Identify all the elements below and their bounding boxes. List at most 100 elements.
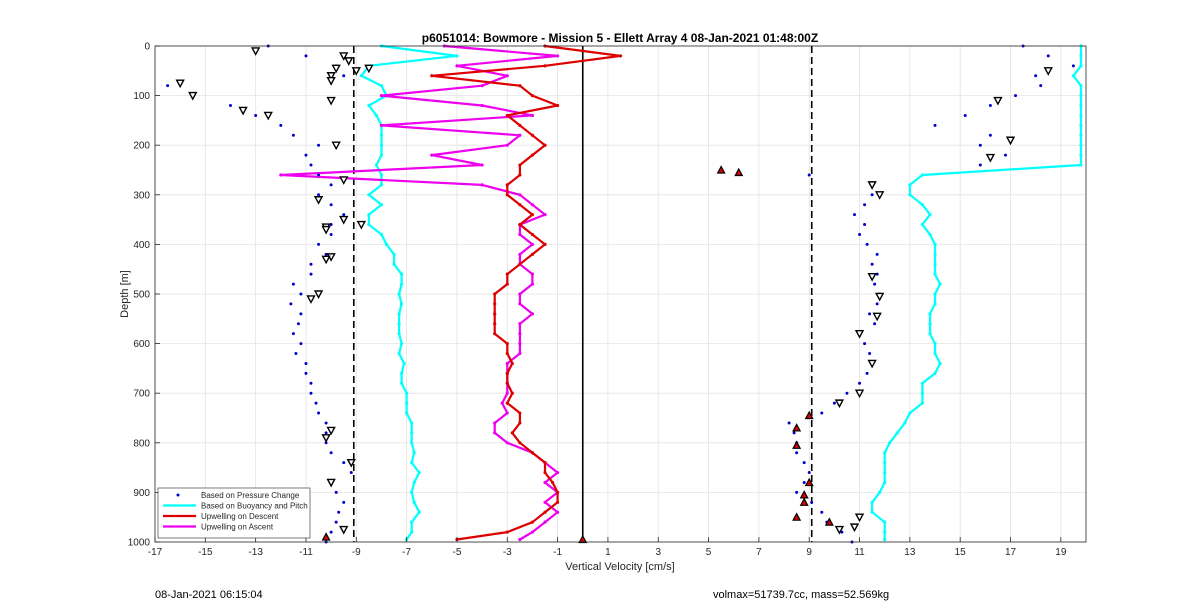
upwelling-on-descent-point [505,381,509,385]
x-tick-label: 19 [1055,547,1067,558]
based-on-pressure-change-point [978,143,982,147]
x-axis-ticks: -17 -15 -13 -11 -9 -7 -5 -3 -1 1 3 5 7 9 11 13 15 17 19 [148,537,1067,558]
based-on-pressure-change-point [329,203,333,207]
based-on-buoyancy-and-pitch-point [933,351,937,356]
based-on-pressure-change-point [1014,94,1018,98]
upwelling-on-ascent-point [530,530,535,534]
ascent-marker [321,225,331,235]
upwelling-on-descent-point [543,143,547,147]
based-on-pressure-change-point [299,312,303,316]
upwelling-on-ascent-point [455,64,459,68]
based-on-buoyancy-and-pitch-point [397,322,401,326]
based-on-buoyancy-and-pitch-point [920,222,925,227]
based-on-buoyancy-and-pitch-point [883,530,887,534]
based-on-pressure-change-point [324,421,328,425]
series-layer [166,44,1083,544]
based-on-pressure-change-point [868,312,872,316]
upwelling-on-descent-point [505,282,509,286]
ascent-marker [175,79,185,89]
upwelling-on-descent-point [518,411,522,415]
upwelling-on-ascent-point [555,54,560,58]
descent-marker [716,165,726,174]
x-tick-label: 17 [1005,547,1017,558]
upwelling-on-ascent-point [530,282,535,286]
based-on-pressure-change-point [309,272,313,276]
based-on-buoyancy-and-pitch-point [883,470,887,475]
based-on-buoyancy-and-pitch-point [908,193,912,197]
based-on-pressure-change-point [334,490,338,494]
ascent-marker [867,272,877,282]
based-on-pressure-change-point [868,352,872,356]
x-axis-label: Vertical Velocity [cm/s] [565,561,674,573]
upwelling-on-descent-point [493,312,497,316]
upwelling-on-descent-point [543,510,547,514]
upwelling-on-ascent-point [555,470,560,475]
upwelling-on-descent-point [543,242,547,246]
based-on-buoyancy-and-pitch-point [938,282,942,286]
upwelling-on-ascent-point [493,421,497,425]
based-on-pressure-change-point [291,332,295,336]
ascent-marker [339,176,349,185]
based-on-buoyancy-and-pitch-point [928,312,932,316]
based-on-pressure-change-point [314,401,318,405]
upwelling-on-ascent-point [518,193,522,197]
descent-marker [804,477,814,487]
based-on-buoyancy-and-pitch-point [405,411,409,415]
ascent-marker [874,292,885,302]
ascent-marker [326,478,336,488]
descent-marker [804,410,814,420]
based-on-buoyancy-and-pitch-point [397,332,401,336]
based-on-buoyancy-and-pitch-point [933,371,937,375]
based-on-buoyancy-and-pitch-point [405,401,409,405]
upwelling-on-descent-point [530,94,535,98]
x-tick-label: 3 [655,547,661,558]
based-on-buoyancy-and-pitch-point [1079,103,1083,108]
legend-label: Based on Pressure Change [201,491,300,500]
y-tick-label: 400 [133,240,150,251]
x-tick-label: -11 [299,547,313,558]
based-on-buoyancy-and-pitch-point [392,262,396,266]
ascent-marker [867,181,877,190]
based-on-pressure-change-point [166,84,170,88]
based-on-pressure-change-point [329,183,333,187]
based-on-buoyancy-and-pitch-point [379,232,384,237]
based-on-buoyancy-and-pitch-point [412,451,416,455]
based-on-buoyancy-and-pitch-point [888,441,892,445]
x-tick-label: -1 [553,547,562,558]
based-on-buoyancy-and-pitch-point [920,381,925,385]
upwelling-on-descent-point [505,272,509,276]
ascent-marker [326,96,336,106]
based-on-buoyancy-and-pitch-point [883,520,887,524]
based-on-pressure-change-point [304,371,308,375]
based-on-buoyancy-and-pitch-point [379,84,384,88]
upwelling-on-descent-point [505,183,509,187]
upwelling-on-descent-point [505,530,509,534]
upwelling-on-descent-point [543,470,547,475]
based-on-buoyancy-and-pitch-point [379,133,384,137]
based-on-pressure-change-point [875,302,879,306]
based-on-pressure-change-point [858,232,862,236]
upwelling-on-descent-point [518,441,522,445]
upwelling-on-ascent-point [505,74,509,78]
based-on-pressure-change-point [334,520,338,524]
based-on-pressure-change-point [324,431,328,435]
ascent-marker [326,426,336,436]
based-on-buoyancy-and-pitch-point [933,252,937,256]
based-on-buoyancy-and-pitch-point [870,510,874,514]
based-on-pressure-change-point [807,471,811,475]
based-on-pressure-change-point [1003,153,1007,157]
upwelling-on-ascent-point [518,351,522,356]
y-tick-label: 300 [133,190,150,201]
legend: Based on Pressure Change Based on Buoyanc… [157,487,311,539]
ascent-marker [993,96,1003,106]
upwelling-on-descent-point [430,74,434,78]
upwelling-on-ascent-point [543,520,547,524]
upwelling-on-ascent-point [480,103,484,108]
based-on-pressure-change-point [329,232,333,236]
upwelling-on-ascent-point [480,84,484,88]
upwelling-on-descent-point [505,351,509,356]
based-on-pressure-change-point [863,203,867,207]
ascent-marker [364,64,374,74]
based-on-buoyancy-and-pitch-point [878,490,882,494]
upwelling-on-descent-point [505,342,509,346]
